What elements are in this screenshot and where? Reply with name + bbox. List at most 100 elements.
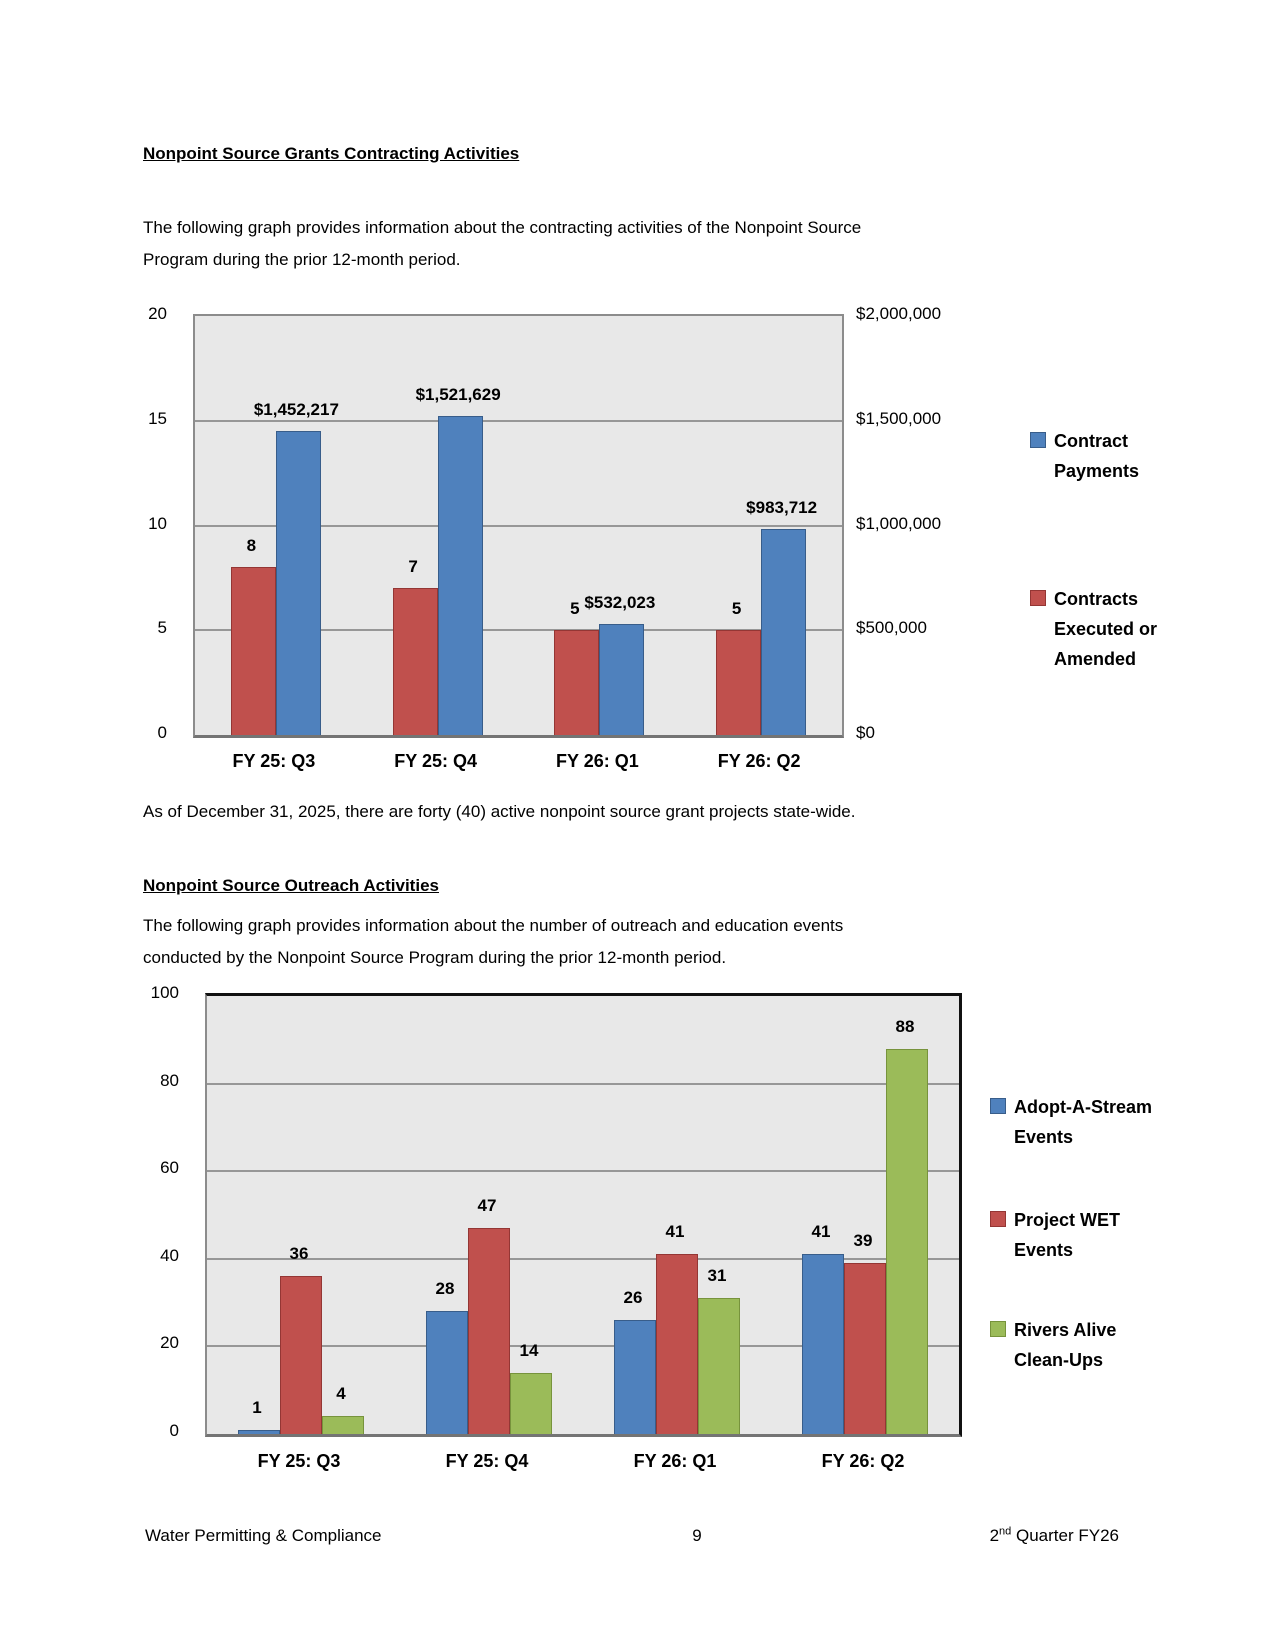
legend-item-contract: Contract Payments xyxy=(1030,426,1206,486)
legend-label: Contracts Executed or Amended xyxy=(1054,589,1158,669)
bar-value-label: 28 xyxy=(435,1279,455,1298)
bar-contracts-executed-or-amended-fy-25-q3 xyxy=(230,567,276,735)
footer-quarter: 2nd Quarter FY26 xyxy=(990,1526,1119,1546)
bar-value-label: 47 xyxy=(477,1196,497,1215)
y-axis-tick-left: 0 xyxy=(157,723,167,742)
bar-value-label: 14 xyxy=(519,1341,539,1360)
legend-item-project-wet: Project WET Events xyxy=(990,1205,1191,1265)
x-axis-category: FY 26: Q2 xyxy=(821,1451,905,1471)
legend-swatch-icon xyxy=(1030,590,1046,606)
bar-contract-payments-fy-26-q2 xyxy=(761,529,807,735)
section1-heading: Nonpoint Source Grants Contracting Activ… xyxy=(143,144,520,163)
y-axis-tick-left: 0 xyxy=(169,1421,179,1440)
legend-swatch-icon xyxy=(990,1098,1006,1114)
gridline xyxy=(207,1170,959,1173)
section1-intro: The following graph provides information… xyxy=(143,218,862,269)
gridline xyxy=(207,1082,959,1085)
bar-project-wet-events-fy-25-q3 xyxy=(280,1276,322,1434)
bar-rivers-alive-clean-ups-fy-25-q3 xyxy=(322,1416,364,1434)
bar-value-label: $983,712 xyxy=(746,498,818,517)
x-axis-category: FY 26: Q1 xyxy=(633,1451,717,1471)
bar-contract-payments-fy-26-q1 xyxy=(599,624,645,735)
bar-value-label: 1 xyxy=(252,1398,262,1417)
legend-swatch-icon xyxy=(1030,432,1046,448)
gridline xyxy=(207,1257,959,1260)
bar-value-label: 5 xyxy=(570,599,580,618)
bar-value-label: $1,521,629 xyxy=(415,385,501,404)
x-axis-category: FY 25: Q4 xyxy=(445,1451,529,1471)
bar-project-wet-events-fy-26-q2 xyxy=(844,1263,886,1434)
legend-swatch-icon xyxy=(990,1321,1006,1337)
bar-value-label: 36 xyxy=(289,1244,309,1263)
legend-item-adopt-a-stream: Adopt-A-Stream Events xyxy=(990,1092,1191,1152)
section2-intro: The following graph provides information… xyxy=(143,916,844,967)
bar-value-label: 39 xyxy=(853,1231,873,1250)
legend-item-rivers-alive: Rivers Alive Clean-Ups xyxy=(990,1315,1191,1375)
bar-value-label: $532,023 xyxy=(584,593,656,612)
bar-value-label: 7 xyxy=(408,557,418,576)
footer-quarter-prefix: 2 xyxy=(989,1526,1000,1545)
bar-adopt-a-stream-events-fy-25-q4 xyxy=(426,1311,468,1434)
footer-quarter-rest: Quarter FY26 xyxy=(1011,1526,1119,1545)
y-axis-tick-left: 60 xyxy=(160,1158,179,1178)
x-axis-category: FY 25: Q3 xyxy=(257,1451,341,1471)
bar-contracts-executed-or-amended-fy-25-q4 xyxy=(392,588,438,735)
y-axis-tick-left: 40 xyxy=(160,1245,179,1265)
legend-label: Adopt-A-Stream Events xyxy=(1014,1097,1152,1147)
y-axis-tick-left: 80 xyxy=(160,1070,179,1090)
y-axis-tick-right: $1,500,000 xyxy=(856,408,942,428)
legend-label: Rivers Alive Clean-Ups xyxy=(1014,1320,1117,1370)
bar-rivers-alive-clean-ups-fy-26-q1 xyxy=(698,1298,740,1434)
chart1-plot-area xyxy=(193,314,844,738)
bar-adopt-a-stream-events-fy-26-q1 xyxy=(614,1320,656,1434)
gridline xyxy=(207,1345,959,1348)
y-axis-tick-left: 10 xyxy=(148,513,167,533)
bar-rivers-alive-clean-ups-fy-26-q2 xyxy=(886,1049,928,1434)
gridline xyxy=(195,629,842,632)
bar-adopt-a-stream-events-fy-25-q3 xyxy=(238,1430,280,1434)
x-axis-category: FY 25: Q3 xyxy=(232,751,316,771)
y-axis-tick-right: $0 xyxy=(856,723,875,742)
bar-value-label: 88 xyxy=(895,1017,915,1036)
legend-label: Project WET Events xyxy=(1014,1210,1121,1260)
bar-rivers-alive-clean-ups-fy-25-q4 xyxy=(510,1373,552,1434)
bar-value-label: 26 xyxy=(623,1288,643,1307)
section2-heading: Nonpoint Source Outreach Activities xyxy=(143,876,439,895)
x-axis-category: FY 26: Q2 xyxy=(717,751,801,771)
y-axis-tick-left: 100 xyxy=(150,983,179,1002)
y-axis-tick-right: $2,000,000 xyxy=(856,304,942,323)
footer-page-number: 9 xyxy=(692,1526,702,1545)
bar-value-label: 41 xyxy=(811,1222,831,1241)
bar-contract-payments-fy-25-q4 xyxy=(437,416,483,735)
bar-value-label: 41 xyxy=(665,1222,685,1241)
bar-contract-payments-fy-25-q3 xyxy=(275,431,321,735)
gridline xyxy=(195,524,842,527)
legend-swatch-icon xyxy=(990,1211,1006,1227)
bar-adopt-a-stream-events-fy-26-q2 xyxy=(802,1254,844,1434)
gridline xyxy=(195,419,842,422)
legend-item-contracts: Contracts Executed or Amended xyxy=(1030,584,1206,674)
y-axis-tick-left: 20 xyxy=(160,1333,179,1353)
bar-value-label: 8 xyxy=(246,536,257,555)
section1-note: As of December 31, 2025, there are forty… xyxy=(143,802,856,821)
bar-project-wet-events-fy-26-q1 xyxy=(656,1254,698,1434)
chart2-plot-area xyxy=(205,993,962,1437)
bar-value-label: 31 xyxy=(707,1266,727,1285)
footer-section-title: Water Permitting & Compliance xyxy=(145,1526,382,1545)
y-axis-tick-left: 5 xyxy=(157,618,167,638)
footer-quarter-ordinal: nd xyxy=(999,1525,1012,1538)
x-axis-category: FY 25: Q4 xyxy=(394,751,477,771)
bar-value-label: $1,452,217 xyxy=(253,400,339,419)
y-axis-tick-left: 15 xyxy=(148,408,167,428)
x-axis-category: FY 26: Q1 xyxy=(556,751,639,771)
bar-contracts-executed-or-amended-fy-26-q1 xyxy=(554,630,600,735)
bar-project-wet-events-fy-25-q4 xyxy=(468,1228,510,1434)
bar-contracts-executed-or-amended-fy-26-q2 xyxy=(716,630,762,735)
y-axis-tick-left: 20 xyxy=(148,304,167,323)
bar-value-label: 4 xyxy=(336,1384,346,1403)
bar-value-label: 5 xyxy=(731,599,742,618)
legend-label: Contract Payments xyxy=(1054,431,1140,481)
